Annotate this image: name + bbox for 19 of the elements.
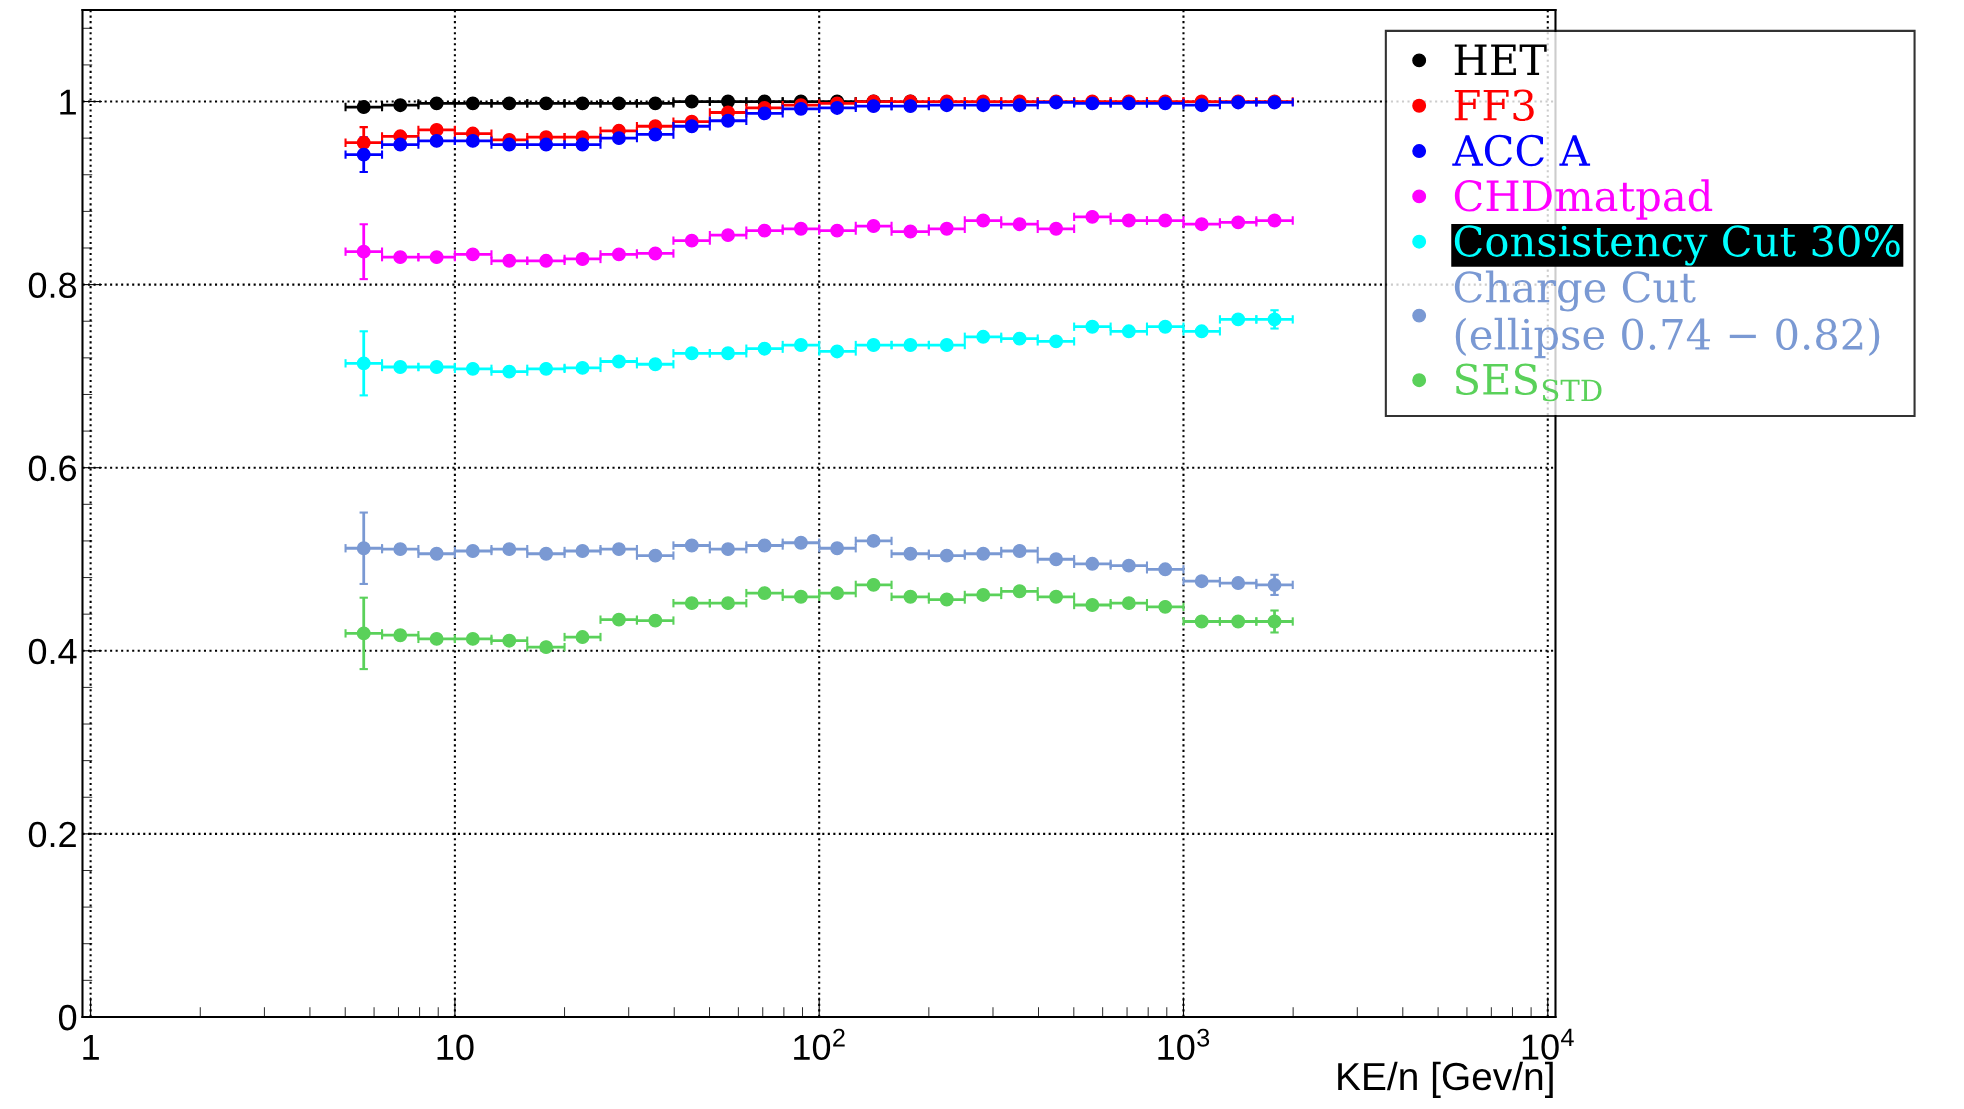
legend-label: ACC A: [1452, 134, 1591, 167]
y-tick-label: 0.4: [28, 638, 77, 665]
y-tick-label: 0: [58, 1004, 77, 1031]
x-axis-title: KE/n [Gev/n]: [1338, 1061, 1553, 1098]
x-tick-label: 10$^{4}$: [1522, 1028, 1574, 1060]
y-tick-label: 0.6: [28, 455, 77, 482]
legend-label: HET: [1454, 44, 1547, 75]
legend-label: FF3: [1454, 89, 1534, 121]
x-tick-label: 10$^{3}$: [1158, 1028, 1210, 1061]
x-tick-label: 10: [437, 1034, 474, 1061]
legend-label: Charge Cut (ellipse 0.74 − 0.82): [1454, 270, 1880, 359]
legend-label: SES$_{STD}$: [1456, 363, 1602, 402]
legend-label: Consistency Cut 30%: [1454, 225, 1900, 266]
legend-label: CHDmatpad: [1454, 179, 1713, 220]
y-tick-label: 0.2: [28, 821, 76, 848]
y-tick-label: 1: [60, 89, 76, 115]
y-tick-label: 0.8: [28, 272, 77, 299]
x-tick-label: 10$^{2}$: [794, 1028, 845, 1061]
x-tick-label: 1: [83, 1034, 99, 1060]
